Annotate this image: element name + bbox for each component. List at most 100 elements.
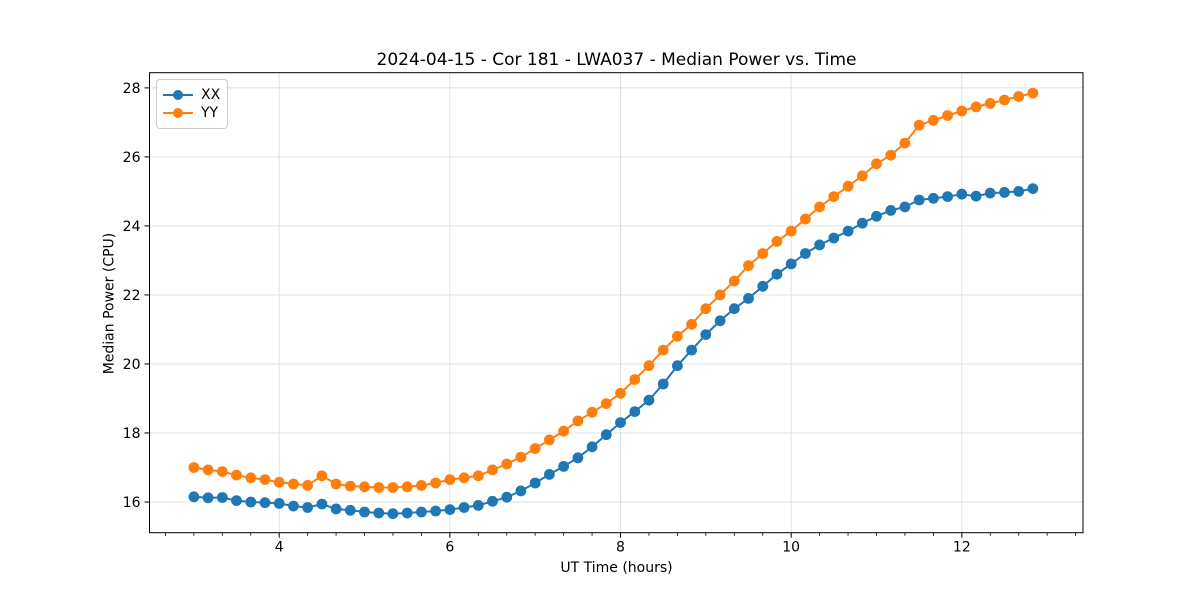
data-point-marker <box>273 476 285 488</box>
data-point-marker <box>359 481 370 493</box>
data-point-marker <box>1027 183 1039 195</box>
data-point-marker <box>558 425 569 437</box>
data-point-marker <box>188 491 200 503</box>
data-point-marker <box>586 406 598 418</box>
data-point-marker <box>188 462 200 473</box>
data-point-marker <box>885 149 897 161</box>
data-point-marker <box>728 303 740 315</box>
data-point-marker <box>871 210 882 222</box>
data-point-marker <box>956 188 968 200</box>
data-point-marker <box>984 98 996 109</box>
data-point-marker <box>288 478 299 490</box>
data-point-marker <box>216 492 228 503</box>
y-tick-label: 18 <box>123 426 141 442</box>
data-point-marker <box>970 190 982 202</box>
data-point-marker <box>501 491 513 503</box>
data-point-marker <box>842 180 854 192</box>
data-point-marker <box>472 500 484 511</box>
x-tick-label: 10 <box>782 540 800 556</box>
data-point-marker <box>344 504 356 516</box>
data-point-marker <box>344 480 356 492</box>
data-point-marker <box>316 470 328 482</box>
data-point-marker <box>259 497 271 509</box>
data-point-marker <box>373 507 385 519</box>
data-point-marker <box>871 158 882 170</box>
data-point-marker <box>302 502 313 513</box>
data-point-marker <box>487 495 498 507</box>
x-tick-label: 6 <box>445 540 454 556</box>
y-axis-label: Median Power (CPU) <box>101 232 118 375</box>
data-point-marker <box>586 441 598 453</box>
data-point-marker <box>202 464 214 476</box>
data-point-marker <box>856 217 868 229</box>
legend-item-yy: YY <box>163 105 219 121</box>
x-tick-label: 8 <box>616 540 625 556</box>
data-point-marker <box>515 451 527 463</box>
data-point-marker <box>458 502 470 513</box>
data-point-marker <box>743 260 754 271</box>
legend-item-xx: XX <box>163 87 221 103</box>
data-point-marker <box>330 478 342 490</box>
data-point-marker <box>615 387 626 399</box>
data-point-marker <box>757 248 769 259</box>
y-tick-label: 16 <box>123 495 141 511</box>
data-point-marker <box>444 504 456 515</box>
data-point-marker <box>600 429 612 441</box>
data-point-marker <box>387 508 399 520</box>
data-point-marker <box>316 498 328 510</box>
data-point-marker <box>359 506 370 518</box>
data-point-marker <box>501 458 513 470</box>
data-point-marker <box>942 110 953 121</box>
y-tick-label: 24 <box>123 219 141 235</box>
x-tick-label: 12 <box>953 540 971 556</box>
data-point-marker <box>600 398 612 409</box>
data-point-marker <box>913 194 925 206</box>
data-point-marker <box>259 474 271 485</box>
data-point-marker <box>672 360 683 372</box>
data-point-marker <box>288 500 299 512</box>
data-point-marker <box>785 225 797 237</box>
legend-line-marker-icon <box>163 108 193 118</box>
data-point-marker <box>757 280 769 292</box>
data-point-marker <box>529 477 541 489</box>
data-point-marker <box>245 496 257 508</box>
data-point-marker <box>672 330 683 342</box>
data-point-marker <box>970 101 982 113</box>
data-point-marker <box>472 470 484 482</box>
data-point-marker <box>529 443 541 454</box>
series-xx <box>188 183 1039 520</box>
data-point-marker <box>245 472 257 484</box>
data-point-marker <box>842 225 854 237</box>
legend-line-marker-icon <box>163 90 193 100</box>
data-point-marker <box>700 329 712 340</box>
y-axis-ticks: 16 18 20 22 24 26 28 <box>123 81 150 511</box>
data-point-marker <box>728 275 740 287</box>
data-point-marker <box>544 434 555 446</box>
data-point-marker <box>714 315 726 327</box>
data-point-marker <box>572 452 584 464</box>
data-point-marker <box>686 318 697 330</box>
data-point-marker <box>231 469 242 481</box>
data-point-marker <box>771 268 783 280</box>
data-point-marker <box>515 485 527 497</box>
data-point-marker <box>615 417 626 428</box>
y-tick-label: 26 <box>123 150 141 166</box>
y-tick-label: 22 <box>123 288 141 304</box>
data-point-marker <box>800 213 811 225</box>
legend-label: XX <box>201 87 221 103</box>
data-point-marker <box>714 289 726 301</box>
data-point-marker <box>387 482 399 493</box>
data-point-marker <box>913 119 925 131</box>
data-point-marker <box>544 469 555 480</box>
data-point-marker <box>1013 186 1025 197</box>
x-axis-ticks: 4 6 8 10 12 <box>275 532 971 556</box>
data-point-marker <box>430 505 441 517</box>
legend: XX YY <box>156 79 228 129</box>
data-point-marker <box>814 239 825 251</box>
data-point-marker <box>231 495 242 506</box>
data-point-marker <box>458 472 470 484</box>
data-point-marker <box>487 464 498 476</box>
data-point-marker <box>558 461 569 472</box>
data-point-marker <box>899 137 911 149</box>
data-point-marker <box>771 236 783 247</box>
